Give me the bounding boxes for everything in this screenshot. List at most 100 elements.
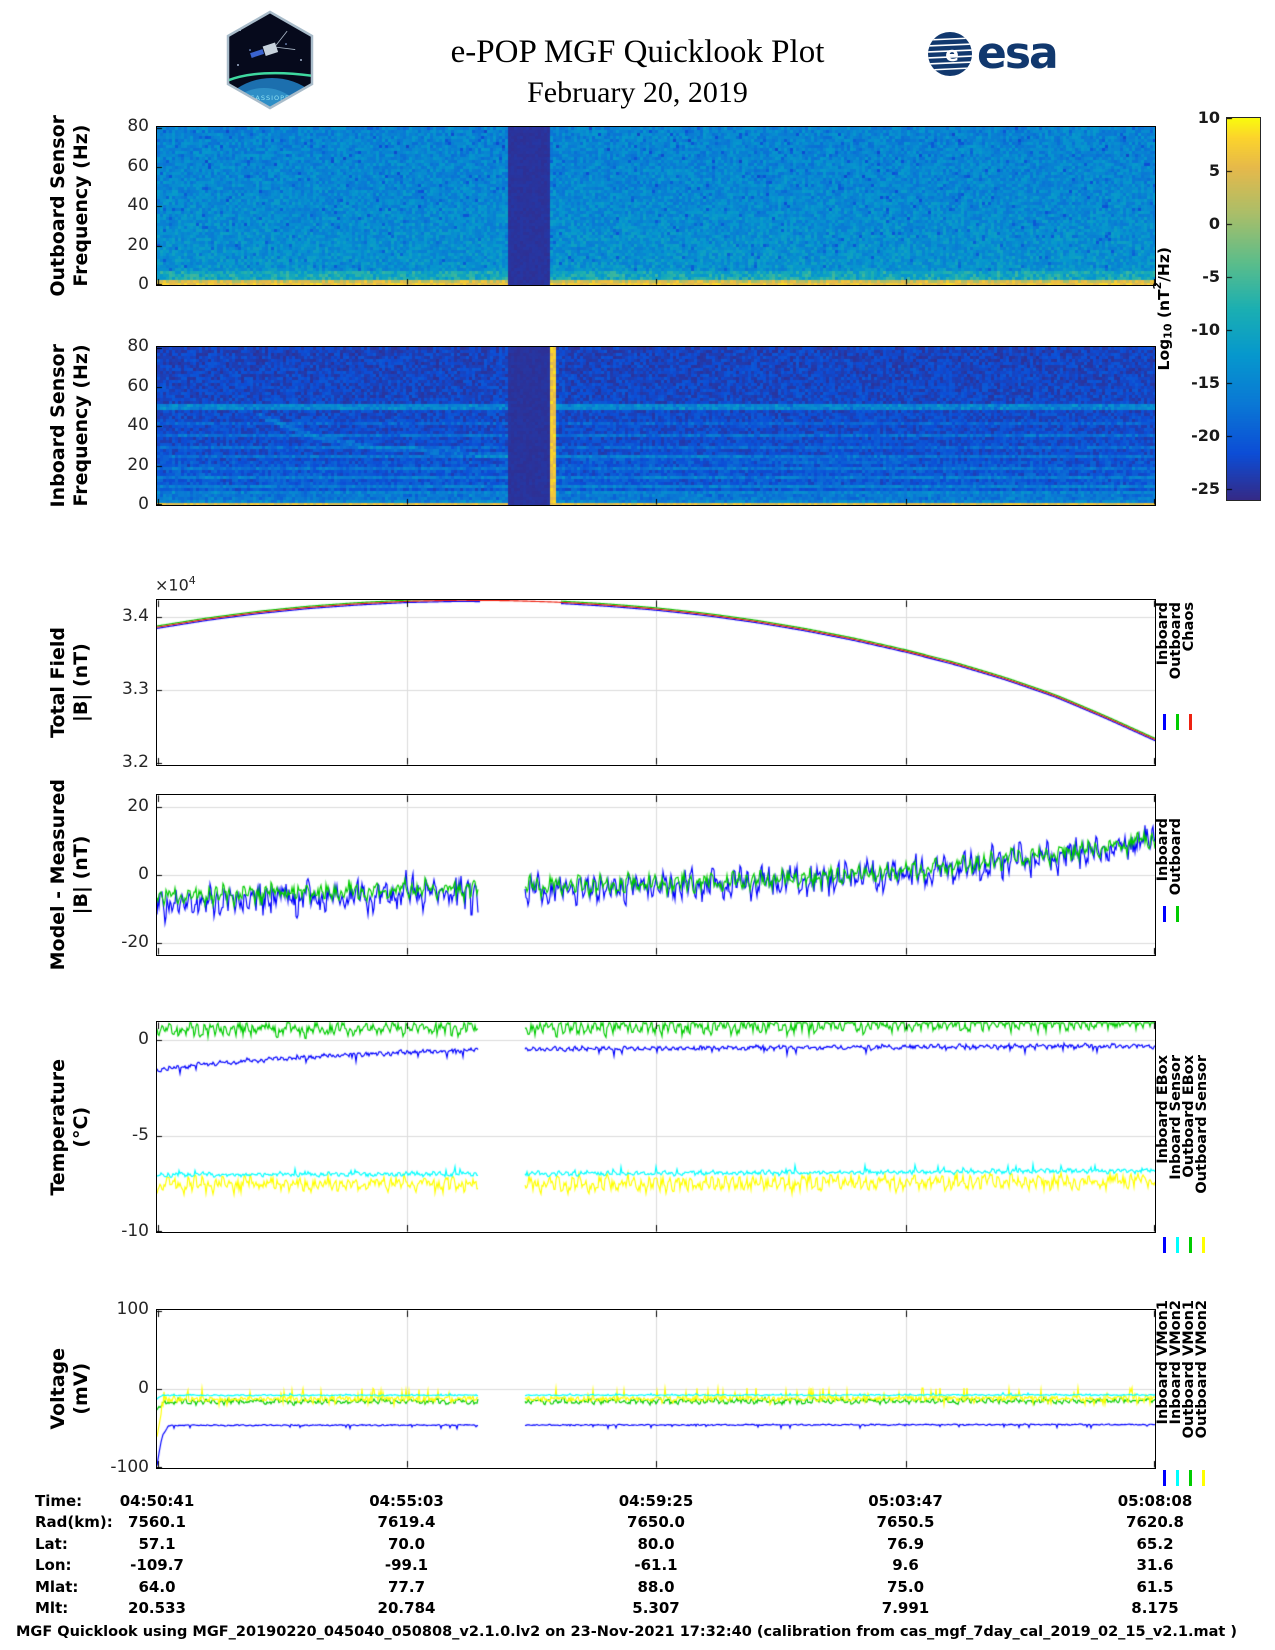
temperature-canvas [157,1022,1155,1232]
legend-color-tick [1202,1470,1205,1486]
table-cell: 7560.1 [128,1513,186,1532]
total-field-legend: Inboard Outboard Chaos [1155,602,1197,679]
colorbar-label: Log10 (nT2/Hz) [1151,247,1175,371]
legend-color-tick [1163,714,1166,730]
table-row-label: Rad(km): [35,1513,113,1532]
patch-aurora [228,71,312,84]
figure-title: e-POP MGF Quicklook Plot [450,34,825,70]
y-tick-label: -100 [110,1457,149,1477]
total-field-canvas [157,600,1155,765]
esa-logo-text: esa [977,28,1059,79]
y-tick-label: 80 [127,336,149,356]
colorbar-tick-label: -25 [1191,479,1220,499]
colorbar-tick-label: 10 [1197,108,1220,127]
legend-color-tick [1176,906,1179,922]
table-cell: 9.6 [892,1556,919,1575]
colorbar-tick-label: 5 [1208,161,1220,181]
table-cell: 76.9 [886,1534,925,1553]
y-tick-label: -20 [121,932,149,953]
table-row-label: Mlat: [35,1577,79,1596]
table-cell: 88.0 [637,1577,675,1596]
cassiope-mission-patch: CASSIOPE [226,10,314,110]
table-cell: 5.307 [632,1599,680,1617]
table-cell: 7650.5 [876,1513,935,1532]
y-tick-label: 60 [127,375,149,396]
svg-text:e: e [945,42,959,66]
table-cell: 80.0 [637,1534,675,1553]
y-tick-label: 3.2 [121,751,149,772]
colorbar-gradient [1227,118,1260,500]
figure-date: February 20, 2019 [527,76,748,109]
y-tick-label: 60 [127,155,149,176]
colorbar-tick-label: -15 [1191,373,1220,393]
colorbar-tick-label: -5 [1202,267,1220,287]
y-tick-label: -10 [121,1221,149,1241]
voltage-canvas [157,1310,1155,1468]
inboard-spectrogram-panel [156,346,1156,506]
voltage-panel [156,1309,1156,1469]
esa-logo: e esa [925,28,1059,79]
legend-color-tick [1189,1237,1192,1253]
table-cell: 20.784 [377,1599,436,1617]
y-tick-label: 0 [138,494,149,514]
y-tick-label: 20 [127,234,149,255]
y-tick-label: 40 [127,415,149,435]
table-cell: 70.0 [387,1534,426,1553]
total-field-panel [156,599,1156,766]
legend-color-tick [1176,1237,1179,1253]
legend-color-tick [1202,1237,1205,1253]
table-cell: -109.7 [130,1556,184,1575]
colorbar [1226,117,1261,501]
y-tick-label: 40 [127,195,149,215]
colorbar-tick-label: 0 [1208,214,1220,234]
table-cell: 05:08:08 [1117,1492,1193,1510]
colorbar-tick-label: -10 [1191,320,1220,340]
table-row-label: Lat: [35,1534,68,1553]
table-cell: 7620.8 [1126,1513,1184,1532]
temperature-legend: Inboard EBox Inboard Sensor Outboard EBox O… [1155,1055,1210,1194]
y-tick-label: 100 [116,1299,149,1319]
y-tick-label: 20 [127,795,149,816]
legend-label: Outboard [1168,818,1184,896]
legend-label: Outboard Sensor [1194,1055,1210,1194]
temperature-panel [156,1021,1156,1233]
table-row-label: Lon: [35,1556,72,1575]
y-tick-label: 3.4 [121,605,149,626]
table-cell: 05:03:47 [868,1492,943,1510]
legend-color-tick [1189,714,1192,730]
table-cell: 64.0 [138,1577,176,1596]
y-tick-label: 0 [138,864,149,884]
legend-color-tick [1189,1470,1192,1486]
legend-color-tick [1176,714,1179,730]
model-minus-measured-canvas [157,795,1155,955]
table-cell: -61.1 [634,1556,678,1575]
table-row-label: Time: [35,1492,83,1510]
table-cell: 20.533 [128,1599,186,1617]
table-cell: 57.1 [138,1534,176,1553]
table-cell: 8.175 [1131,1599,1179,1617]
provenance-note: MGF Quicklook using MGF_20190220_045040_… [16,1624,1238,1640]
patch-satellite [250,30,296,58]
y-tick-label: 80 [127,116,149,136]
y-tick-label: 0 [138,274,149,294]
table-cell: 04:59:25 [618,1492,694,1510]
model-minus-measured-legend: Inboard Outboard [1155,818,1184,896]
table-cell: 7619.4 [377,1513,436,1532]
outboard-spectrogram-canvas [157,127,1155,285]
patch-mission-name: CASSIOPE [250,94,290,102]
model-minus-measured-panel [156,794,1156,956]
table-cell: 7.991 [881,1599,930,1617]
legend-color-tick [1176,1470,1179,1486]
legend-label: Outboard VMon2 [1194,1300,1210,1439]
inboard-spectrogram-canvas [157,347,1155,505]
y-tick-label: 3.3 [121,678,149,699]
table-cell: 75.0 [886,1577,925,1596]
legend-color-tick [1163,1237,1166,1253]
table-cell: 7650.0 [627,1513,685,1532]
table-cell: 61.5 [1136,1577,1174,1596]
y-axis-exponent: ×104 [155,574,196,595]
table-cell: 04:50:41 [119,1492,195,1510]
